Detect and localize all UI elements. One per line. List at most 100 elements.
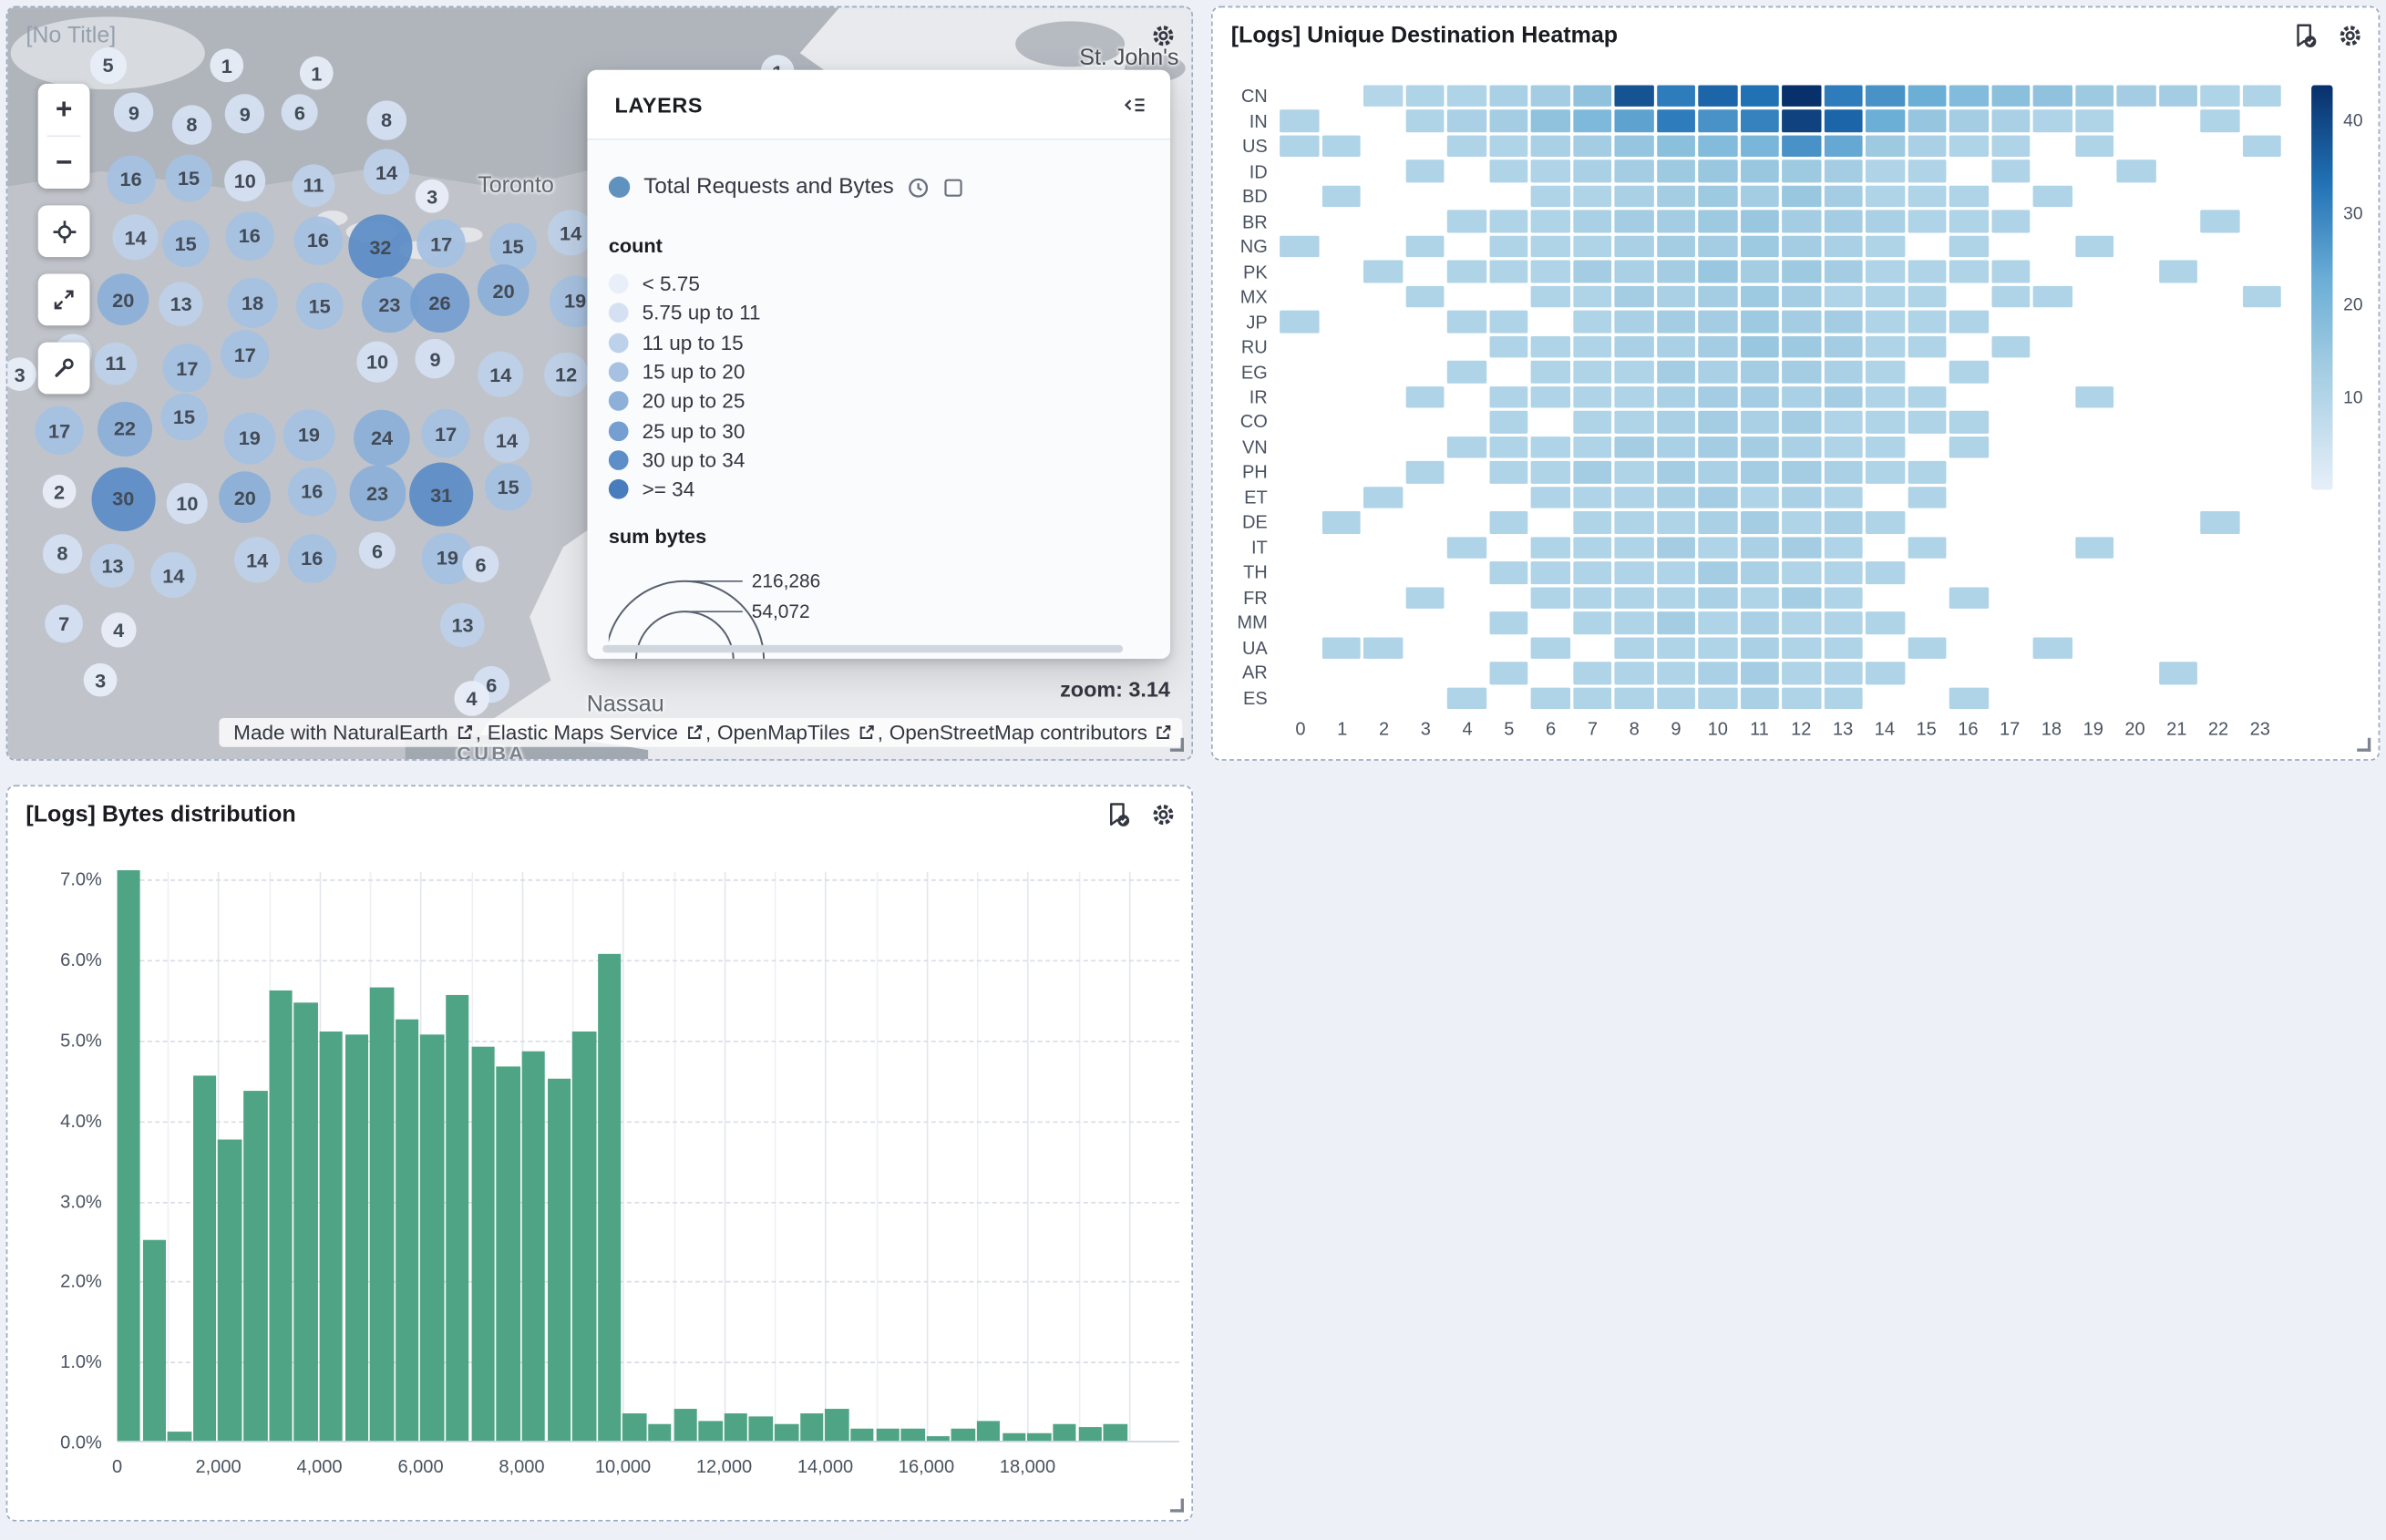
histogram-bar[interactable] [1027,1432,1052,1442]
heatmap-cell[interactable] [1866,687,1905,709]
heatmap-cell[interactable] [2033,487,2072,508]
heatmap-cell[interactable] [2033,511,2072,533]
cluster-bubble[interactable]: 6 [358,532,396,570]
heatmap-cell[interactable] [1698,611,1737,634]
heatmap-cell[interactable] [1698,662,1737,684]
heatmap-cell[interactable] [1280,210,1319,232]
heatmap-cell[interactable] [1489,186,1528,208]
cluster-bubble[interactable]: 16 [225,211,274,261]
heatmap-cell[interactable] [2242,511,2281,533]
heatmap-cell[interactable] [1489,587,1528,609]
heatmap-cell[interactable] [1614,536,1654,559]
heatmap-cell[interactable] [1488,611,1528,634]
heatmap-cell[interactable] [1865,285,1905,308]
heatmap-cell[interactable] [1949,436,1989,458]
heatmap-cell[interactable] [1991,436,2031,458]
heatmap-cell[interactable] [1530,561,1570,584]
heatmap-cell[interactable] [1280,235,1319,258]
heatmap-cell[interactable] [2158,286,2197,308]
heatmap-cell[interactable] [1782,586,1821,609]
heatmap-cell[interactable] [1907,185,1947,208]
heatmap-cell[interactable] [2033,687,2072,709]
heatmap-cell[interactable] [1782,311,1821,334]
heatmap-cell[interactable] [1824,210,1863,233]
heatmap-cell[interactable] [1824,536,1863,559]
heatmap-cell[interactable] [1865,160,1905,183]
heatmap-cell[interactable] [1404,385,1445,408]
cluster-bubble[interactable]: 19 [283,409,335,461]
heatmap-cell[interactable] [1363,561,1403,583]
heatmap-cell[interactable] [1530,109,1570,133]
resize-handle[interactable] [1169,737,1184,752]
heatmap-cell[interactable] [1991,611,2031,633]
heatmap-cell[interactable] [2032,636,2072,659]
heatmap-cell[interactable] [1405,411,1445,433]
heatmap-cell[interactable] [1363,336,1403,358]
heatmap-cell[interactable] [1949,185,1989,208]
histogram-bar[interactable] [799,1412,824,1442]
heatmap-cell[interactable] [1614,436,1654,458]
heatmap-cell[interactable] [1698,411,1737,434]
cluster-bubble[interactable]: 16 [293,216,343,265]
heatmap-cell[interactable] [1530,486,1570,508]
histogram-bar[interactable] [724,1412,748,1442]
heatmap-cell[interactable] [1322,461,1361,483]
heatmap-cell[interactable] [1866,587,1905,609]
cluster-bubble[interactable]: 1 [299,56,334,90]
heatmap-cell[interactable] [1824,486,1863,508]
heatmap-cell[interactable] [1865,361,1905,384]
heatmap-cell[interactable] [1740,536,1779,559]
heatmap-cell[interactable] [1363,636,1403,659]
cluster-bubble[interactable]: 16 [287,534,336,583]
heatmap-cell[interactable] [1572,561,1612,584]
horizontal-scrollbar[interactable] [602,644,1124,653]
heatmap-cell[interactable] [1572,536,1612,559]
heatmap-cell[interactable] [1824,261,1863,283]
heatmap-cell[interactable] [1949,611,1989,633]
heatmap-cell[interactable] [1782,85,1821,108]
heatmap-cell[interactable] [1489,687,1528,709]
heatmap-cell[interactable] [2033,236,2072,258]
heatmap-cell[interactable] [1698,436,1737,458]
layer-row[interactable]: Total Requests and Bytes [608,161,1149,213]
heatmap-cell[interactable] [1322,611,1361,633]
heatmap-cell[interactable] [1404,160,1445,183]
heatmap-cell[interactable] [2200,311,2239,333]
cluster-bubble[interactable]: 10 [224,159,266,202]
heatmap-cell[interactable] [2074,637,2113,659]
heatmap-cell[interactable] [1990,261,2031,283]
histogram-bar[interactable] [117,870,141,1442]
heatmap-cell[interactable] [1907,411,1947,434]
heatmap-cell[interactable] [1405,611,1445,633]
heatmap-cell[interactable] [1488,109,1528,133]
heatmap-cell[interactable] [1530,285,1570,308]
cluster-bubble[interactable]: 26 [410,272,469,333]
heatmap-cell[interactable] [1782,686,1821,710]
heatmap-cell[interactable] [2033,210,2072,232]
heatmap-cell[interactable] [1614,561,1654,584]
resize-handle[interactable] [1169,1498,1184,1513]
heatmap-cell[interactable] [1908,236,1947,258]
cluster-bubble[interactable]: 14 [112,214,159,261]
heatmap-cell[interactable] [2242,461,2281,483]
heatmap-cell[interactable] [2158,637,2197,659]
heatmap-cell[interactable] [1824,285,1863,308]
heatmap-cell[interactable] [1656,611,1695,634]
heatmap-cell[interactable] [2116,537,2155,559]
heatmap-cell[interactable] [2158,561,2197,583]
heatmap-cell[interactable] [1530,536,1570,559]
heatmap-cell[interactable] [1782,461,1821,484]
heatmap-cell[interactable] [1322,386,1361,408]
heatmap-cell[interactable] [1949,561,1989,583]
histogram-bar[interactable] [673,1408,697,1442]
heatmap-cell[interactable] [2116,361,2155,383]
heatmap-cell[interactable] [1907,486,1947,508]
heatmap-cell[interactable] [1530,361,1570,384]
heatmap-cell[interactable] [1698,160,1737,183]
heatmap-cell[interactable] [1572,662,1612,684]
heatmap-cell[interactable] [1530,235,1570,258]
heatmap-cell[interactable] [1530,586,1570,609]
heatmap-cell[interactable] [1782,436,1821,458]
heatmap-cell[interactable] [1572,311,1612,334]
heatmap-cell[interactable] [2158,411,2197,433]
